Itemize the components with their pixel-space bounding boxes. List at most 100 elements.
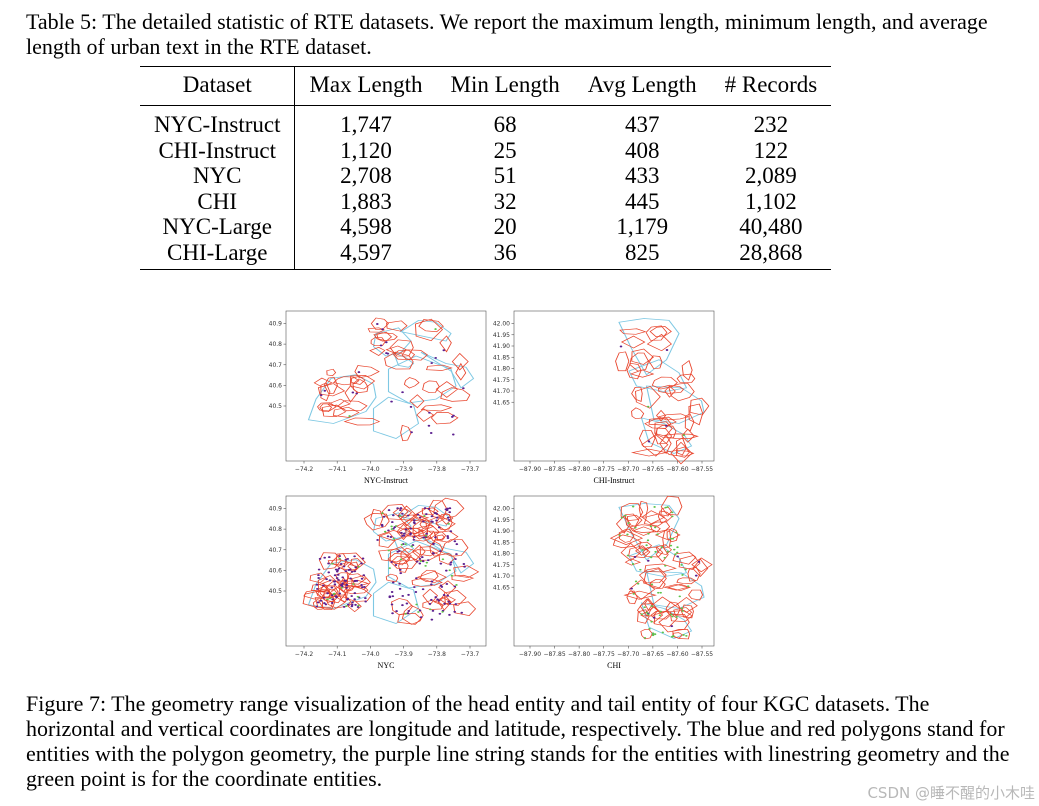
red-polygon	[351, 574, 371, 590]
purple-linestring-mark	[453, 610, 456, 613]
x-tick-label: −87.65	[642, 651, 664, 658]
purple-linestring-mark	[354, 566, 358, 569]
red-polygon	[670, 441, 693, 465]
green-point-mark	[676, 546, 679, 549]
purple-linestring-mark	[409, 405, 413, 408]
red-polygon	[363, 513, 390, 531]
purple-linestring-mark	[387, 509, 391, 512]
red-polygon	[676, 373, 696, 383]
purple-linestring-mark	[445, 509, 449, 512]
red-polygon	[660, 506, 672, 517]
figure-caption: Figure 7: The geometry range visualizati…	[26, 691, 1010, 791]
green-point-mark	[631, 505, 635, 508]
green-point-mark	[656, 533, 659, 536]
red-polygon	[347, 561, 359, 571]
purple-linestring-mark	[334, 568, 338, 571]
x-tick-label: −87.55	[691, 651, 713, 658]
purple-linestring-mark	[326, 592, 329, 595]
table-header-row: Dataset Max Length Min Length Avg Length…	[140, 66, 832, 106]
green-point-mark	[682, 434, 686, 437]
map-plot-svg: −87.90 −87.85 −87.80 −87.75 −87.70 −87.65 −87.…	[493, 310, 715, 485]
red-polygon	[422, 600, 444, 610]
green-point-mark	[424, 534, 428, 537]
purple-linestring-mark	[430, 598, 433, 601]
y-tick-label: 41.95	[493, 517, 510, 524]
green-point-mark	[636, 582, 640, 585]
green-point-mark	[450, 574, 454, 577]
red-polygon	[629, 524, 661, 533]
purple-linestring-mark	[356, 606, 360, 608]
purple-linestring-mark	[432, 542, 435, 545]
x-tick-label: −87.70	[617, 466, 639, 473]
purple-linestring-mark	[396, 507, 399, 510]
purple-linestring-mark	[418, 516, 422, 519]
green-point-mark	[653, 506, 656, 508]
blue-polygon-outline	[618, 318, 680, 376]
purple-linestring-mark	[455, 553, 458, 556]
purple-linestring-mark	[422, 536, 425, 539]
green-point-mark	[410, 545, 414, 548]
table-row: CHI-Large 4,597 36 825 28,868	[140, 239, 832, 270]
green-point-mark	[654, 550, 657, 553]
green-point-mark	[639, 568, 642, 571]
purple-linestring-mark	[447, 518, 451, 521]
purple-linestring-mark	[327, 571, 331, 574]
green-point-mark	[357, 565, 360, 568]
blue-polygon-outline	[628, 544, 688, 578]
purple-linestring-mark	[338, 555, 342, 558]
red-polygon	[639, 598, 654, 617]
x-tick-label: −74.1	[328, 651, 347, 658]
x-tick-label: −87.90	[519, 466, 541, 473]
purple-linestring-mark	[333, 580, 336, 583]
x-tick-label: −74.0	[361, 651, 380, 658]
purple-linestring-mark	[346, 597, 350, 600]
green-point-mark	[434, 328, 437, 330]
red-polygon	[335, 553, 348, 567]
green-point-mark	[417, 611, 420, 613]
red-polygon	[350, 375, 366, 385]
red-polygon	[370, 509, 384, 527]
red-polygon	[631, 386, 643, 402]
red-polygon	[664, 433, 699, 439]
red-polygon	[327, 398, 351, 408]
x-tick-label: −87.75	[593, 466, 615, 473]
red-polygon	[644, 418, 672, 429]
table-cell: 32	[493, 188, 517, 214]
table-row: NYC-Instruct 1,747 68 437 232	[140, 105, 831, 138]
green-point-mark	[681, 610, 684, 612]
purple-linestring-mark	[323, 556, 326, 559]
red-polygon	[443, 590, 467, 607]
purple-linestring-mark	[406, 612, 410, 615]
red-polygon	[644, 563, 677, 573]
green-point-mark	[424, 564, 427, 567]
green-point-mark	[404, 543, 407, 546]
purple-linestring-mark	[389, 536, 393, 538]
y-tick-label: 40.8	[269, 341, 283, 348]
red-polygon	[692, 558, 709, 577]
purple-linestring-mark	[406, 514, 410, 517]
purple-linestring-mark	[344, 558, 348, 561]
purple-linestring-mark	[413, 586, 416, 589]
green-point-mark	[383, 530, 387, 533]
purple-linestring-mark	[665, 349, 669, 351]
red-polygon	[418, 319, 444, 333]
purple-linestring-mark	[413, 535, 416, 538]
map-plot-svg: −74.2 −74.1 −74.0 −73.9 −73.8 −73.7 40.9 40.8 40…	[269, 495, 487, 670]
purple-linestring-mark	[399, 568, 402, 571]
red-polygon	[435, 514, 453, 531]
purple-linestring-mark	[341, 576, 344, 579]
red-polygon	[400, 547, 421, 562]
red-polygon	[666, 528, 679, 543]
green-point-mark	[643, 637, 647, 639]
red-polygon	[629, 352, 650, 372]
green-point-mark	[654, 526, 657, 529]
green-point-mark	[671, 537, 675, 540]
red-polygon	[340, 561, 358, 575]
table-cell: 1,883	[340, 188, 392, 214]
purple-linestring-mark	[455, 543, 459, 546]
purple-linestring-mark	[353, 592, 357, 595]
red-polygon	[656, 425, 677, 439]
red-polygon	[664, 385, 676, 398]
red-polygon	[638, 541, 653, 551]
purple-linestring-mark	[342, 565, 346, 568]
